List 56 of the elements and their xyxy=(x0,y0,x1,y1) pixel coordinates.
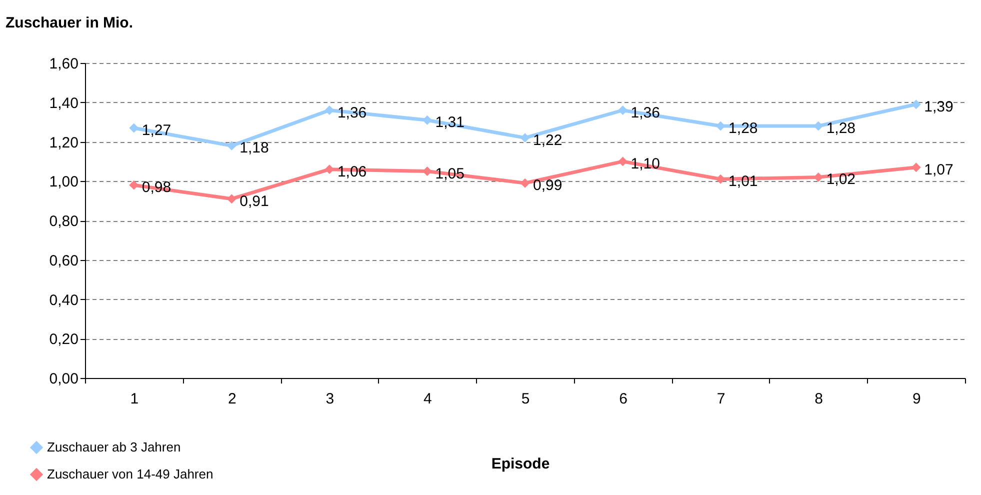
point xyxy=(520,133,530,143)
y-tick-label: 0,00 xyxy=(49,370,78,388)
point xyxy=(911,100,921,110)
data-label: 1,01 xyxy=(728,173,758,190)
data-label: 1,05 xyxy=(435,165,464,182)
y-tick-label: 0,40 xyxy=(49,292,78,309)
point xyxy=(129,180,139,190)
data-label: 1,07 xyxy=(924,161,954,178)
x-tick-label: 8 xyxy=(814,390,824,408)
x-tick-label: 3 xyxy=(326,390,334,408)
y-axis-title: Zuschauer in Mio. xyxy=(6,14,134,32)
data-label: 0,99 xyxy=(533,177,562,194)
y-tick-label: 1,60 xyxy=(49,56,78,72)
x-tick-label: 7 xyxy=(716,390,726,408)
x-tick-label: 4 xyxy=(424,390,432,408)
point xyxy=(814,121,824,131)
point xyxy=(226,194,236,204)
point xyxy=(129,123,139,133)
data-label: 1,10 xyxy=(630,155,660,172)
x-tick-label: 9 xyxy=(912,390,921,408)
point xyxy=(814,172,824,182)
x-tick-label: 5 xyxy=(521,390,530,408)
data-label: 1,22 xyxy=(533,132,562,149)
y-tick-label: 1,40 xyxy=(49,94,78,112)
point xyxy=(226,140,236,150)
data-label: 0,91 xyxy=(240,192,269,210)
y-tick-label: 1,00 xyxy=(49,174,78,191)
point xyxy=(520,178,530,188)
x-tick-label: 6 xyxy=(619,390,628,408)
point xyxy=(911,162,921,172)
data-label: 1,28 xyxy=(728,120,758,137)
data-label: 1,31 xyxy=(435,114,464,132)
point xyxy=(716,174,726,184)
data-label: 1,36 xyxy=(337,104,367,122)
data-label: 1,06 xyxy=(337,163,367,180)
point xyxy=(716,121,726,131)
data-label: 0,98 xyxy=(142,179,172,196)
data-label: 1,36 xyxy=(630,104,660,122)
y-tick-label: 1,20 xyxy=(49,134,78,152)
y-tick-label: 0,20 xyxy=(49,331,78,348)
point xyxy=(324,164,334,174)
point xyxy=(618,156,628,166)
data-label: 1,02 xyxy=(826,171,856,188)
data-label: 1,18 xyxy=(240,140,269,157)
data-label: 1,27 xyxy=(142,122,172,139)
data-label: 1,39 xyxy=(924,98,954,116)
x-tick-label: 1 xyxy=(130,390,139,408)
point xyxy=(324,106,334,115)
legend-label: Zuschauer von 14-49 Jahren xyxy=(47,466,214,482)
point xyxy=(618,106,628,115)
legend-label: Zuschauer ab 3 Jahren xyxy=(47,440,181,454)
y-tick-label: 0,80 xyxy=(49,213,78,230)
x-axis-title: Episode xyxy=(491,456,550,472)
data-label: 1,28 xyxy=(826,120,856,137)
x-tick-label: 2 xyxy=(228,390,236,408)
y-tick-label: 0,60 xyxy=(49,252,78,270)
